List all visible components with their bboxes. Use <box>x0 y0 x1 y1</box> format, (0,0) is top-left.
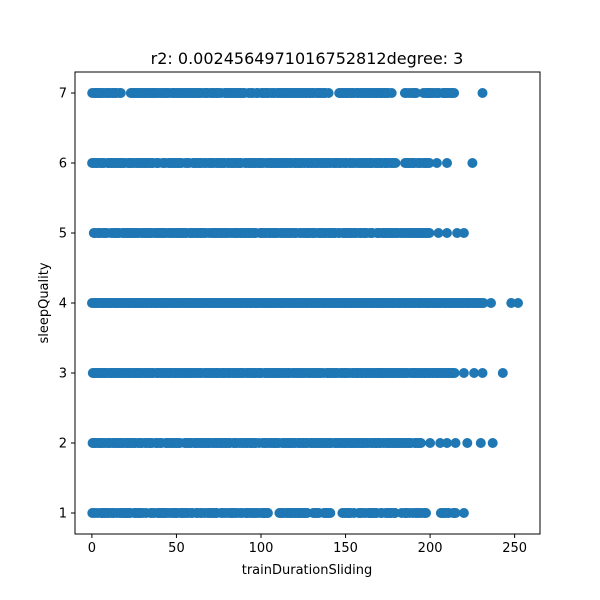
y-tick-label: 4 <box>59 297 67 312</box>
scatter-point <box>478 298 489 308</box>
x-tick-label: 100 <box>249 541 274 556</box>
scatter-point <box>497 368 508 378</box>
y-axis-label: sleepQuality <box>37 262 52 343</box>
scatter-point <box>462 438 473 448</box>
x-tick-label: 200 <box>418 541 443 556</box>
y-tick-label: 3 <box>59 367 67 382</box>
scatter-point <box>477 368 488 378</box>
x-tick-label: 150 <box>333 541 358 556</box>
scatter-point <box>442 228 452 238</box>
scatter-point <box>477 88 488 98</box>
scatter-point <box>415 438 426 448</box>
scatter-point <box>513 298 523 308</box>
y-tick-label: 1 <box>59 507 67 522</box>
scatter-point <box>325 508 336 518</box>
scatter-point <box>386 88 397 98</box>
scatter-point <box>442 438 452 448</box>
scatter-point <box>424 158 435 168</box>
scatter-point <box>487 438 498 448</box>
scatter-point <box>433 228 444 238</box>
scatter-point <box>486 298 496 308</box>
x-tick-label: 0 <box>88 541 96 556</box>
scatter-point <box>458 368 469 378</box>
scatter-point <box>323 88 334 98</box>
scatter-point <box>469 368 480 378</box>
scatter-point <box>450 508 461 518</box>
scatter-point <box>421 508 431 518</box>
scatter-point <box>450 438 461 448</box>
y-tick-label: 5 <box>59 227 67 242</box>
x-axis: 0 50 100 150 200 250 <box>88 534 527 556</box>
scatter-point <box>115 88 126 98</box>
scatter-point <box>442 158 452 168</box>
data-points <box>87 88 523 518</box>
scatter-point <box>458 508 469 518</box>
scatter-point <box>449 368 460 378</box>
y-axis: 1 2 3 4 5 6 7 <box>59 87 75 522</box>
x-axis-label: trainDurationSliding <box>242 563 373 578</box>
scatter-point <box>425 438 436 448</box>
scatter-point <box>390 158 401 168</box>
y-tick-label: 7 <box>59 87 67 102</box>
scatter-point <box>411 88 422 98</box>
y-tick-label: 2 <box>59 437 67 452</box>
scatter-point <box>431 158 442 168</box>
scatter-point <box>475 438 486 448</box>
scatter-point <box>262 508 273 518</box>
scatter-point <box>424 228 435 238</box>
x-tick-label: 50 <box>168 541 185 556</box>
y-tick-label: 6 <box>59 157 67 172</box>
chart-title: r2: 0.0024564971016752812degree: 3 <box>151 49 464 68</box>
x-tick-label: 250 <box>502 541 527 556</box>
scatter-point <box>467 158 478 168</box>
scatter-point <box>458 228 469 238</box>
scatter-point <box>449 88 460 98</box>
